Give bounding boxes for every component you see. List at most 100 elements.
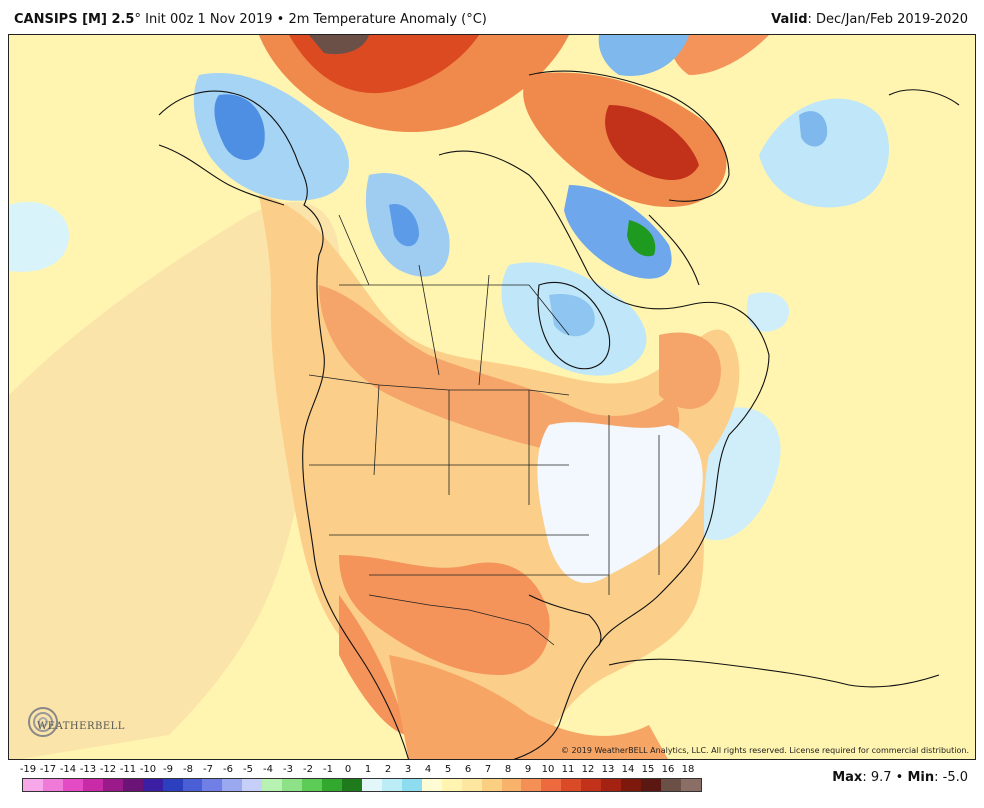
legend-label: 9 <box>524 764 532 775</box>
swirl-icon <box>28 707 59 737</box>
legend-swatch <box>441 779 462 791</box>
legend-label: -19 <box>19 764 37 775</box>
map-title: CANSIPS [M] 2.5° Init 00z 1 Nov 2019 • 2… <box>14 12 487 27</box>
north-atlantic-cool-zone <box>759 98 889 208</box>
legend-label: -8 <box>183 764 193 775</box>
legend-swatch <box>342 779 362 791</box>
legend-swatch <box>401 779 422 791</box>
legend-swatch <box>641 779 661 791</box>
legend-swatch <box>182 779 203 791</box>
province-borders <box>338 214 570 386</box>
pacific-anomaly-zone <box>9 202 341 759</box>
max-value: : 9.7 • <box>862 770 908 785</box>
legend-swatch <box>361 779 382 791</box>
us-mexico-border <box>368 594 555 646</box>
legend-label: 8 <box>504 764 512 775</box>
legend-label: -12 <box>99 764 117 775</box>
north-greenland-warm-zone <box>669 35 769 75</box>
legend-swatch <box>581 779 602 791</box>
legend-swatch <box>262 779 283 791</box>
legend-swatch <box>521 779 542 791</box>
legend-label: -5 <box>243 764 253 775</box>
legend-label: -6 <box>223 764 233 775</box>
legend-swatch <box>541 779 562 791</box>
legend-label: -17 <box>39 764 57 775</box>
hudson-bay-coastline <box>537 281 611 370</box>
quebec-warm-zone <box>659 332 721 409</box>
west-pacific-cool-zone <box>9 201 69 272</box>
legend-swatch <box>661 779 681 791</box>
legend-swatch <box>421 779 442 791</box>
legend-swatch <box>481 779 502 791</box>
legend-label: 3 <box>404 764 412 775</box>
min-label: Min <box>907 770 935 785</box>
valid-period: Valid: Dec/Jan/Feb 2019-2020 <box>771 12 968 27</box>
eastern-us-neutral-zone <box>537 422 703 584</box>
legend-label: -3 <box>283 764 293 775</box>
nw-territories-cool-core <box>389 204 419 247</box>
legend-swatch <box>680 779 701 791</box>
southwest-us-warm-zone <box>339 555 550 675</box>
legend-labels: -19 -17 -14 -13 -12 -11 -10 -9 -8 -7 -6 -5 -4 -3 -2 -1 0… <box>19 764 702 778</box>
coastlines <box>158 70 960 759</box>
legend-label: 6 <box>464 764 472 775</box>
legend-swatch <box>42 779 63 791</box>
legend-label: -10 <box>139 764 157 775</box>
alaska-coastline <box>158 144 285 206</box>
caribbean-islands-coastline <box>608 658 940 688</box>
legend-label: 1 <box>364 764 372 775</box>
legend-label: 7 <box>484 764 492 775</box>
hudson-cool-core <box>549 294 595 337</box>
political-borders <box>308 214 660 646</box>
anomaly-map-canvas <box>9 35 975 759</box>
legend-label: 4 <box>424 764 432 775</box>
legend-swatch <box>282 779 303 791</box>
legend-swatch <box>222 779 243 791</box>
legend-swatch <box>122 779 143 791</box>
valid-label: Valid <box>771 12 808 27</box>
map-header: CANSIPS [M] 2.5° Init 00z 1 Nov 2019 • 2… <box>0 0 984 34</box>
max-min-readout: Max: 9.7 • Min: -5.0 <box>832 770 968 785</box>
copyright-notice: © 2019 WeatherBELL Analytics, LLC. All r… <box>561 746 969 755</box>
legend-label: 12 <box>581 764 595 775</box>
atlantic-coastline <box>438 150 770 759</box>
pacific-coastline <box>158 90 409 759</box>
iceland-coastline <box>888 89 960 106</box>
labrador-cool-zone <box>746 292 790 332</box>
legend-swatch <box>302 779 323 791</box>
legend-swatch <box>242 779 263 791</box>
legend-label: -13 <box>79 764 97 775</box>
valid-value: : Dec/Jan/Feb 2019-2020 <box>807 12 968 27</box>
legend-swatch <box>82 779 103 791</box>
legend-swatch <box>621 779 642 791</box>
central-america-warm-zone <box>389 655 668 759</box>
legend-swatch <box>142 779 163 791</box>
legend-swatch <box>501 779 522 791</box>
init-and-field: ° Init 00z 1 Nov 2019 • 2m Temperature A… <box>134 12 487 27</box>
legend-label: 18 <box>681 764 695 775</box>
legend-label: -1 <box>323 764 333 775</box>
baffin-coastline <box>648 214 700 286</box>
canada-prairies-warm-zone <box>319 285 680 460</box>
greenland-coastline <box>528 70 730 202</box>
legend-swatch <box>461 779 482 791</box>
model-name: CANSIPS [M] 2.5 <box>14 12 135 27</box>
anomaly-map[interactable]: WEATHERBELL © 2019 WeatherBELL Analytics… <box>8 34 976 760</box>
legend-swatch <box>202 779 223 791</box>
legend-label: 5 <box>444 764 452 775</box>
legend-label: -11 <box>119 764 137 775</box>
state-borders <box>309 384 660 595</box>
legend-label: 13 <box>601 764 615 775</box>
legend-label: 11 <box>561 764 575 775</box>
legend-swatch <box>102 779 123 791</box>
legend-label: 0 <box>344 764 352 775</box>
legend-label: 14 <box>621 764 635 775</box>
legend-label: 15 <box>641 764 655 775</box>
legend-label: 2 <box>384 764 392 775</box>
alaska-cool-core <box>214 94 265 160</box>
legend-swatch <box>322 779 342 791</box>
legend-label: 16 <box>661 764 675 775</box>
legend-label: -2 <box>303 764 313 775</box>
legend-label: -9 <box>163 764 173 775</box>
north-atlantic-core <box>799 111 828 147</box>
